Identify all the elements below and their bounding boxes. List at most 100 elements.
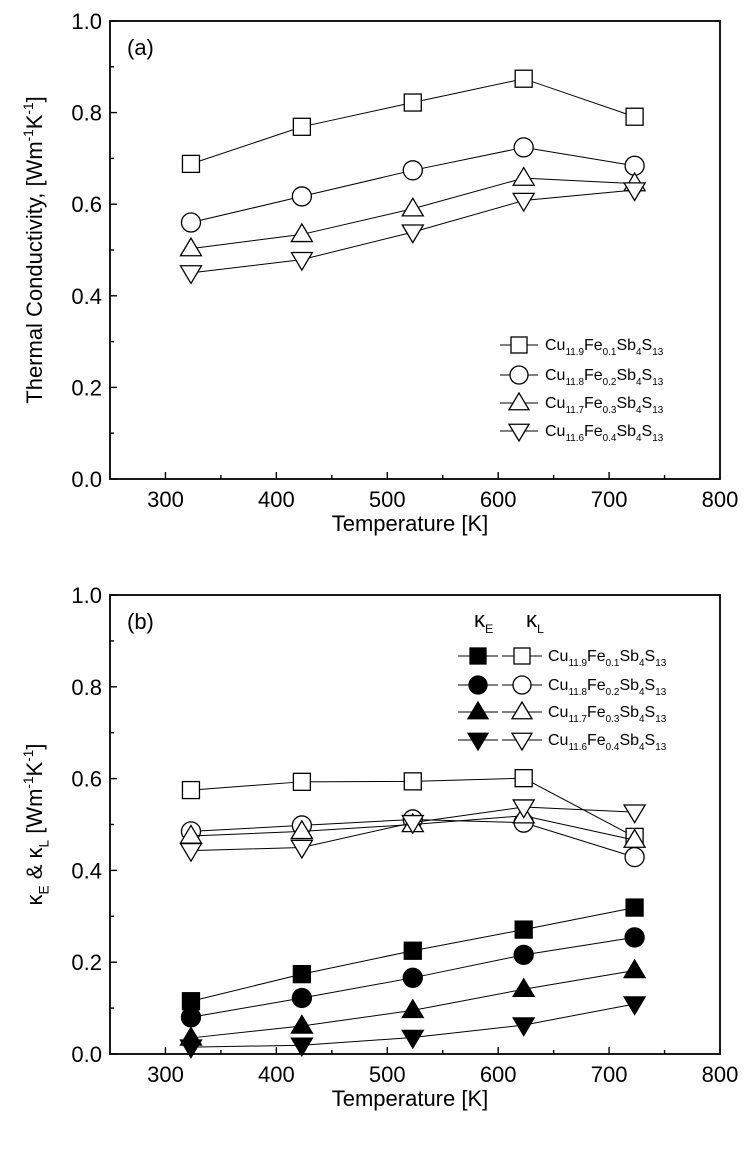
x-tick-label: 600 — [480, 487, 517, 512]
legend-marker-open-circle — [512, 675, 532, 695]
series-Cu11.8Fe0.2Sb4S13 — [180, 137, 645, 233]
data-point — [514, 920, 533, 939]
y-tick-label: 0.8 — [71, 675, 102, 700]
data-point — [292, 117, 312, 136]
data-point — [180, 1007, 202, 1028]
legend-label: Cu11.8​Fe0.2​Sb4​S13​ — [548, 677, 667, 698]
legend-label: Cu11.6​Fe0.4​Sb4​S13​ — [548, 732, 667, 753]
legend: Cu11.9​Fe0.1​Sb4​S13​ Cu11.8​Fe0.2​Sb4​S1… — [500, 336, 664, 444]
series-Cu11.6Fe0.4Sb4S13-κL — [179, 799, 647, 863]
x-tick-label: 400 — [258, 487, 295, 512]
data-point — [514, 69, 533, 88]
data-point — [181, 154, 201, 174]
x-tick-label: 300 — [147, 487, 184, 512]
data-point — [401, 197, 425, 217]
legend-marker-triangle-down — [507, 423, 531, 443]
data-point — [625, 898, 644, 917]
legend-marker-triangle-up — [507, 391, 531, 411]
data-point — [180, 212, 202, 233]
series-Cu11.8Fe0.2Sb4S13-κE — [180, 927, 645, 1028]
legend-marker-filled-triangle-up — [466, 700, 490, 720]
data-point — [622, 996, 647, 1016]
data-point — [622, 804, 647, 824]
y-tick-label: 0.0 — [71, 1042, 102, 1067]
data-point — [290, 251, 314, 272]
data-point — [625, 107, 644, 126]
data-point — [513, 137, 534, 158]
data-point — [291, 186, 313, 207]
data-point — [401, 1029, 425, 1050]
y-tick-label: 1.0 — [71, 583, 102, 608]
x-tick-label: 300 — [147, 1062, 184, 1087]
data-point — [290, 1014, 314, 1034]
data-point — [622, 182, 647, 202]
data-point — [512, 192, 536, 213]
y-tick-label: 0.6 — [71, 767, 102, 792]
legend-marker-filled-circle — [468, 675, 488, 695]
series-Cu11.7Fe0.3Sb4S13 — [179, 166, 647, 257]
data-point — [514, 768, 533, 788]
data-point — [290, 222, 314, 243]
data-point — [290, 839, 314, 860]
series-Cu11.9Fe0.1Sb4S13-κE — [181, 898, 644, 1011]
data-point — [512, 1017, 536, 1037]
legend-header: κE​ — [474, 607, 493, 636]
legend-label: Cu11.8​Fe0.2​Sb4​S13​ — [545, 367, 664, 388]
data-point — [179, 265, 203, 285]
data-point — [624, 846, 645, 868]
y-axis-title: κE​ & κL​ [Wm-1​K-1​] — [21, 744, 51, 906]
legend-label: Cu11.7​Fe0.3​Sb4​S13​ — [548, 704, 667, 725]
panel-b: 0.0 0.2 0.4 0.6 0.8 1.0 300 400 500 600 700 800 Temp… — [21, 583, 738, 1111]
data-point — [292, 964, 312, 984]
x-axis-title: Temperature [K] — [332, 511, 489, 536]
panel-a: 0.0 0.2 0.4 0.6 0.8 1.0 300 400 500 600 700 800 Temp… — [21, 9, 738, 536]
panel-label: (a) — [127, 35, 154, 60]
data-point — [513, 944, 534, 966]
legend-label: Cu11.6​Fe0.4​Sb4​S13​ — [545, 423, 664, 444]
legend-marker-filled-triangle-down — [466, 732, 490, 752]
data-point — [512, 977, 536, 998]
y-axis-title: Thermal Conductivity, [Wm-1​K-1​] — [21, 96, 47, 403]
y-tick-label: 0.6 — [71, 192, 102, 217]
data-point — [402, 967, 423, 988]
y-tick-label: 0.4 — [71, 284, 102, 309]
x-tick-label: 400 — [258, 1062, 295, 1087]
legend-label: Cu11.9​Fe0.1​Sb4​S13​ — [548, 648, 667, 669]
data-point — [512, 166, 536, 186]
legend-header: κL​ — [526, 607, 544, 636]
data-point — [292, 772, 312, 791]
series-Cu11.6Fe0.4Sb4S13 — [179, 182, 647, 285]
x-tick-label: 500 — [369, 487, 406, 512]
legend-marker-filled-square — [469, 647, 487, 665]
x-tick-label: 700 — [591, 487, 628, 512]
legend-marker-open-triangle-up — [510, 700, 534, 720]
data-point — [291, 987, 313, 1009]
series-Cu11.9Fe0.1Sb4S13 — [181, 69, 644, 174]
series-line — [190, 78, 635, 165]
x-tick-label: 600 — [480, 1062, 517, 1087]
y-tick-label: 1.0 — [71, 9, 102, 34]
y-tick-label: 0.4 — [71, 858, 102, 883]
data-point — [179, 1039, 203, 1059]
y-tick-label: 0.2 — [71, 375, 102, 400]
legend: κE​ κL​Cu11.9​Fe0.1​Sb4​S13​ Cu11.8​Fe0.2​… — [458, 607, 667, 753]
data-point — [181, 780, 201, 800]
data-point — [179, 842, 203, 863]
legend-marker-circle — [509, 365, 529, 385]
data-point — [290, 1037, 314, 1058]
y-tick-label: 0.0 — [71, 467, 102, 492]
x-tick-label: 800 — [702, 487, 739, 512]
data-point — [622, 958, 647, 979]
data-point — [622, 828, 647, 848]
x-tick-label: 800 — [702, 1062, 739, 1087]
legend-marker-open-square — [513, 647, 531, 665]
data-point — [290, 819, 314, 840]
data-point — [403, 772, 422, 791]
legend-marker-open-triangle-down — [510, 732, 534, 752]
series-Cu11.6Fe0.4Sb4S13-κE — [179, 996, 647, 1059]
x-axis-title: Temperature [K] — [332, 1086, 489, 1111]
legend-label: Cu11.9​Fe0.1​Sb4​S13​ — [545, 337, 664, 358]
panel-label: (b) — [127, 609, 154, 634]
data-point — [624, 927, 645, 948]
